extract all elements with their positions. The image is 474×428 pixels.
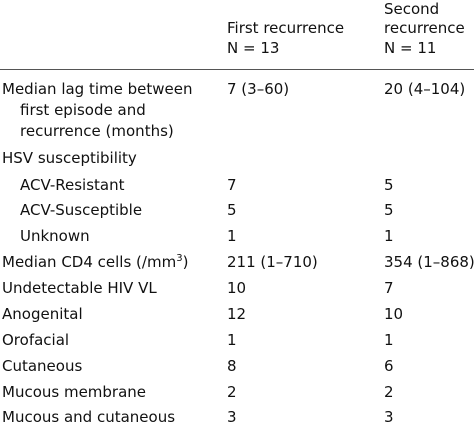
row-mucous-membrane-second: 2 <box>384 383 394 401</box>
row-label-acv-resistant: ACV-Resistant <box>20 176 125 194</box>
row-unknown-first: 1 <box>227 227 237 245</box>
row-cd4-second: 354 (1–868) <box>384 253 474 271</box>
header-first-recurrence: First recurrence <box>227 19 345 37</box>
header-rule <box>0 69 474 70</box>
row-mucous-membrane-first: 2 <box>227 383 237 401</box>
row-label-lag-2: first episode and <box>20 101 146 119</box>
row-acv-resistant-second: 5 <box>384 176 394 194</box>
row-label-cd4-end: ) <box>182 253 189 271</box>
row-label-acv-susceptible: ACV-Susceptible <box>20 201 143 219</box>
row-mucous-cutaneous-second: 3 <box>384 408 394 426</box>
row-acv-susceptible-second: 5 <box>384 201 394 219</box>
header-first-n: N = 13 <box>227 39 280 57</box>
row-label-cutaneous: Cutaneous <box>2 357 83 375</box>
row-label-hiv-vl: Undetectable HIV VL <box>2 279 157 297</box>
header-second-line2: recurrence <box>384 19 465 37</box>
row-label-mucous-cutaneous: Mucous and cutaneous <box>2 408 176 426</box>
row-acv-susceptible-first: 5 <box>227 201 237 219</box>
header-second-n: N = 11 <box>384 39 437 57</box>
row-label-anogenital: Anogenital <box>2 305 83 323</box>
row-label-hsv: HSV susceptibility <box>2 149 137 167</box>
row-acv-resistant-first: 7 <box>227 176 237 194</box>
header-second-line1: Second <box>384 0 440 18</box>
row-cutaneous-second: 6 <box>384 357 394 375</box>
row-label-mucous-membrane: Mucous membrane <box>2 383 147 401</box>
row-label-cd4-sup: 3 <box>176 253 183 264</box>
row-lag-first: 7 (3–60) <box>227 80 290 98</box>
row-lag-second: 20 (4–104) <box>384 80 466 98</box>
row-anogenital-second: 10 <box>384 305 404 323</box>
row-unknown-second: 1 <box>384 227 394 245</box>
row-orofacial-first: 1 <box>227 331 237 349</box>
row-hiv-vl-second: 7 <box>384 279 394 297</box>
row-cutaneous-first: 8 <box>227 357 237 375</box>
row-label-unknown: Unknown <box>20 227 90 245</box>
row-label-orofacial: Orofacial <box>2 331 70 349</box>
row-label-cd4-text: Median CD4 cells (/mm <box>2 253 177 271</box>
row-orofacial-second: 1 <box>384 331 394 349</box>
row-hiv-vl-first: 10 <box>227 279 247 297</box>
row-label-lag-3: recurrence (months) <box>20 122 174 140</box>
row-mucous-cutaneous-first: 3 <box>227 408 237 426</box>
row-label-lag-1: Median lag time between <box>2 80 193 98</box>
row-anogenital-first: 12 <box>227 305 247 323</box>
row-label-cd4: Median CD4 cells (/mm3) <box>2 253 188 272</box>
row-cd4-first: 211 (1–710) <box>227 253 318 271</box>
